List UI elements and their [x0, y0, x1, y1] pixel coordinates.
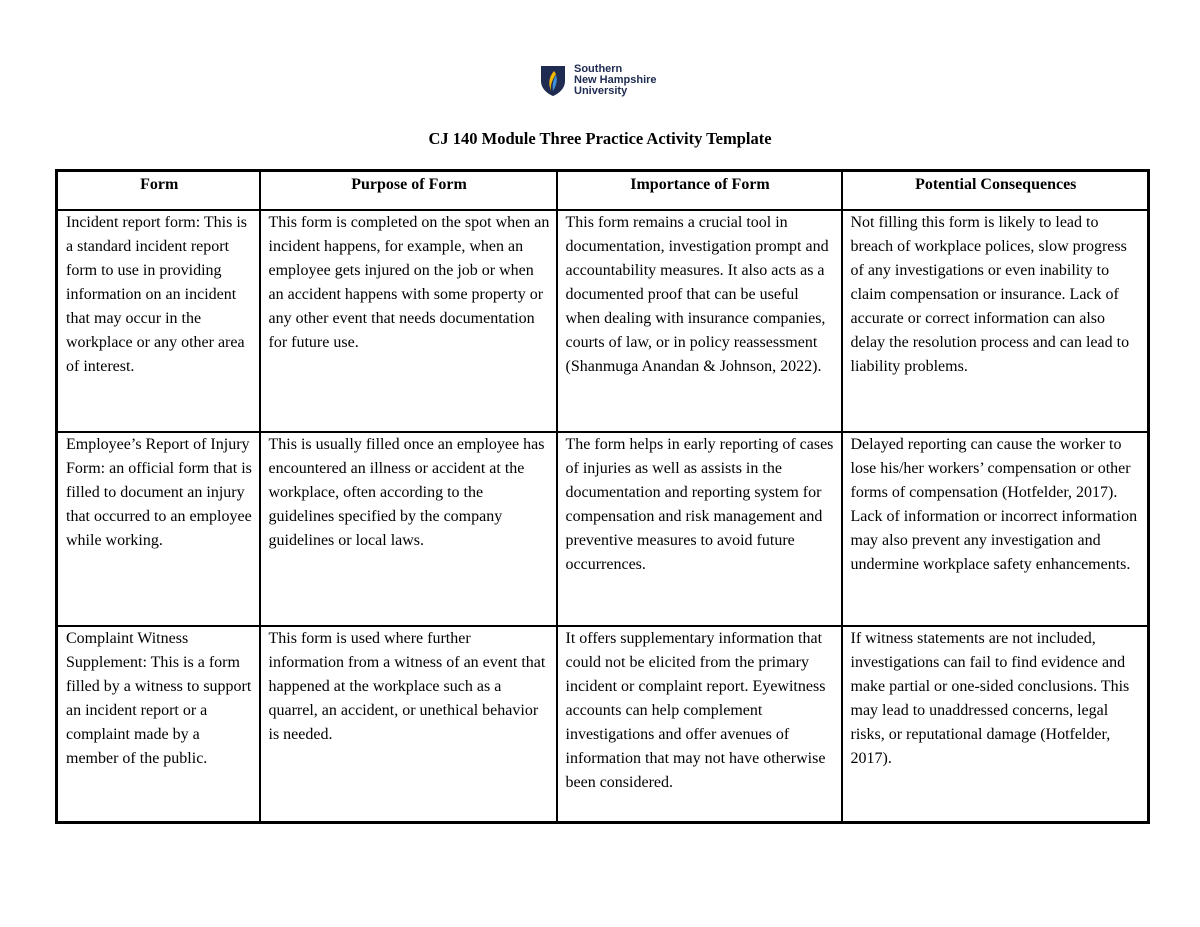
forms-table: Form Purpose of Form Importance of Form …	[55, 169, 1150, 824]
table-row: Employee’s Report of Injury Form: an off…	[55, 431, 1150, 627]
table-cell: If witness statements are not included, …	[840, 625, 1150, 824]
shield-logo-icon	[541, 65, 565, 96]
table-header-row: Form Purpose of Form Importance of Form …	[55, 169, 1150, 211]
header-importance: Importance of Form	[555, 169, 843, 211]
table-cell: It offers supplementary information that…	[555, 625, 843, 824]
header-consequences: Potential Consequences	[840, 169, 1150, 211]
logo-line: University	[574, 85, 628, 97]
university-logo: Southern New Hampshire University	[540, 64, 657, 97]
table-cell: Employee’s Report of Injury Form: an off…	[55, 431, 261, 627]
table-cell: This form is used where further informat…	[258, 625, 558, 824]
header-purpose: Purpose of Form	[258, 169, 558, 211]
logo-line: New Hampshire	[574, 74, 657, 86]
table-row: Incident report form: This is a standard…	[55, 209, 1150, 433]
table-cell: Not filling this form is likely to lead …	[840, 209, 1150, 433]
logo-line: Southern	[574, 63, 623, 75]
table-cell: Incident report form: This is a standard…	[55, 209, 261, 433]
logo-text: Southern New Hampshire University	[574, 64, 657, 97]
table-cell: Delayed reporting can cause the worker t…	[840, 431, 1150, 627]
table-row: Complaint Witness Supplement: This is a …	[55, 625, 1150, 824]
table-cell: This is usually filled once an employee …	[258, 431, 558, 627]
table-cell: Complaint Witness Supplement: This is a …	[55, 625, 261, 824]
table-cell: This form is completed on the spot when …	[258, 209, 558, 433]
document-title: CJ 140 Module Three Practice Activity Te…	[428, 129, 772, 148]
table-cell: The form helps in early reporting of cas…	[555, 431, 843, 627]
table-cell: This form remains a crucial tool in docu…	[555, 209, 843, 433]
header-form: Form	[55, 169, 261, 211]
